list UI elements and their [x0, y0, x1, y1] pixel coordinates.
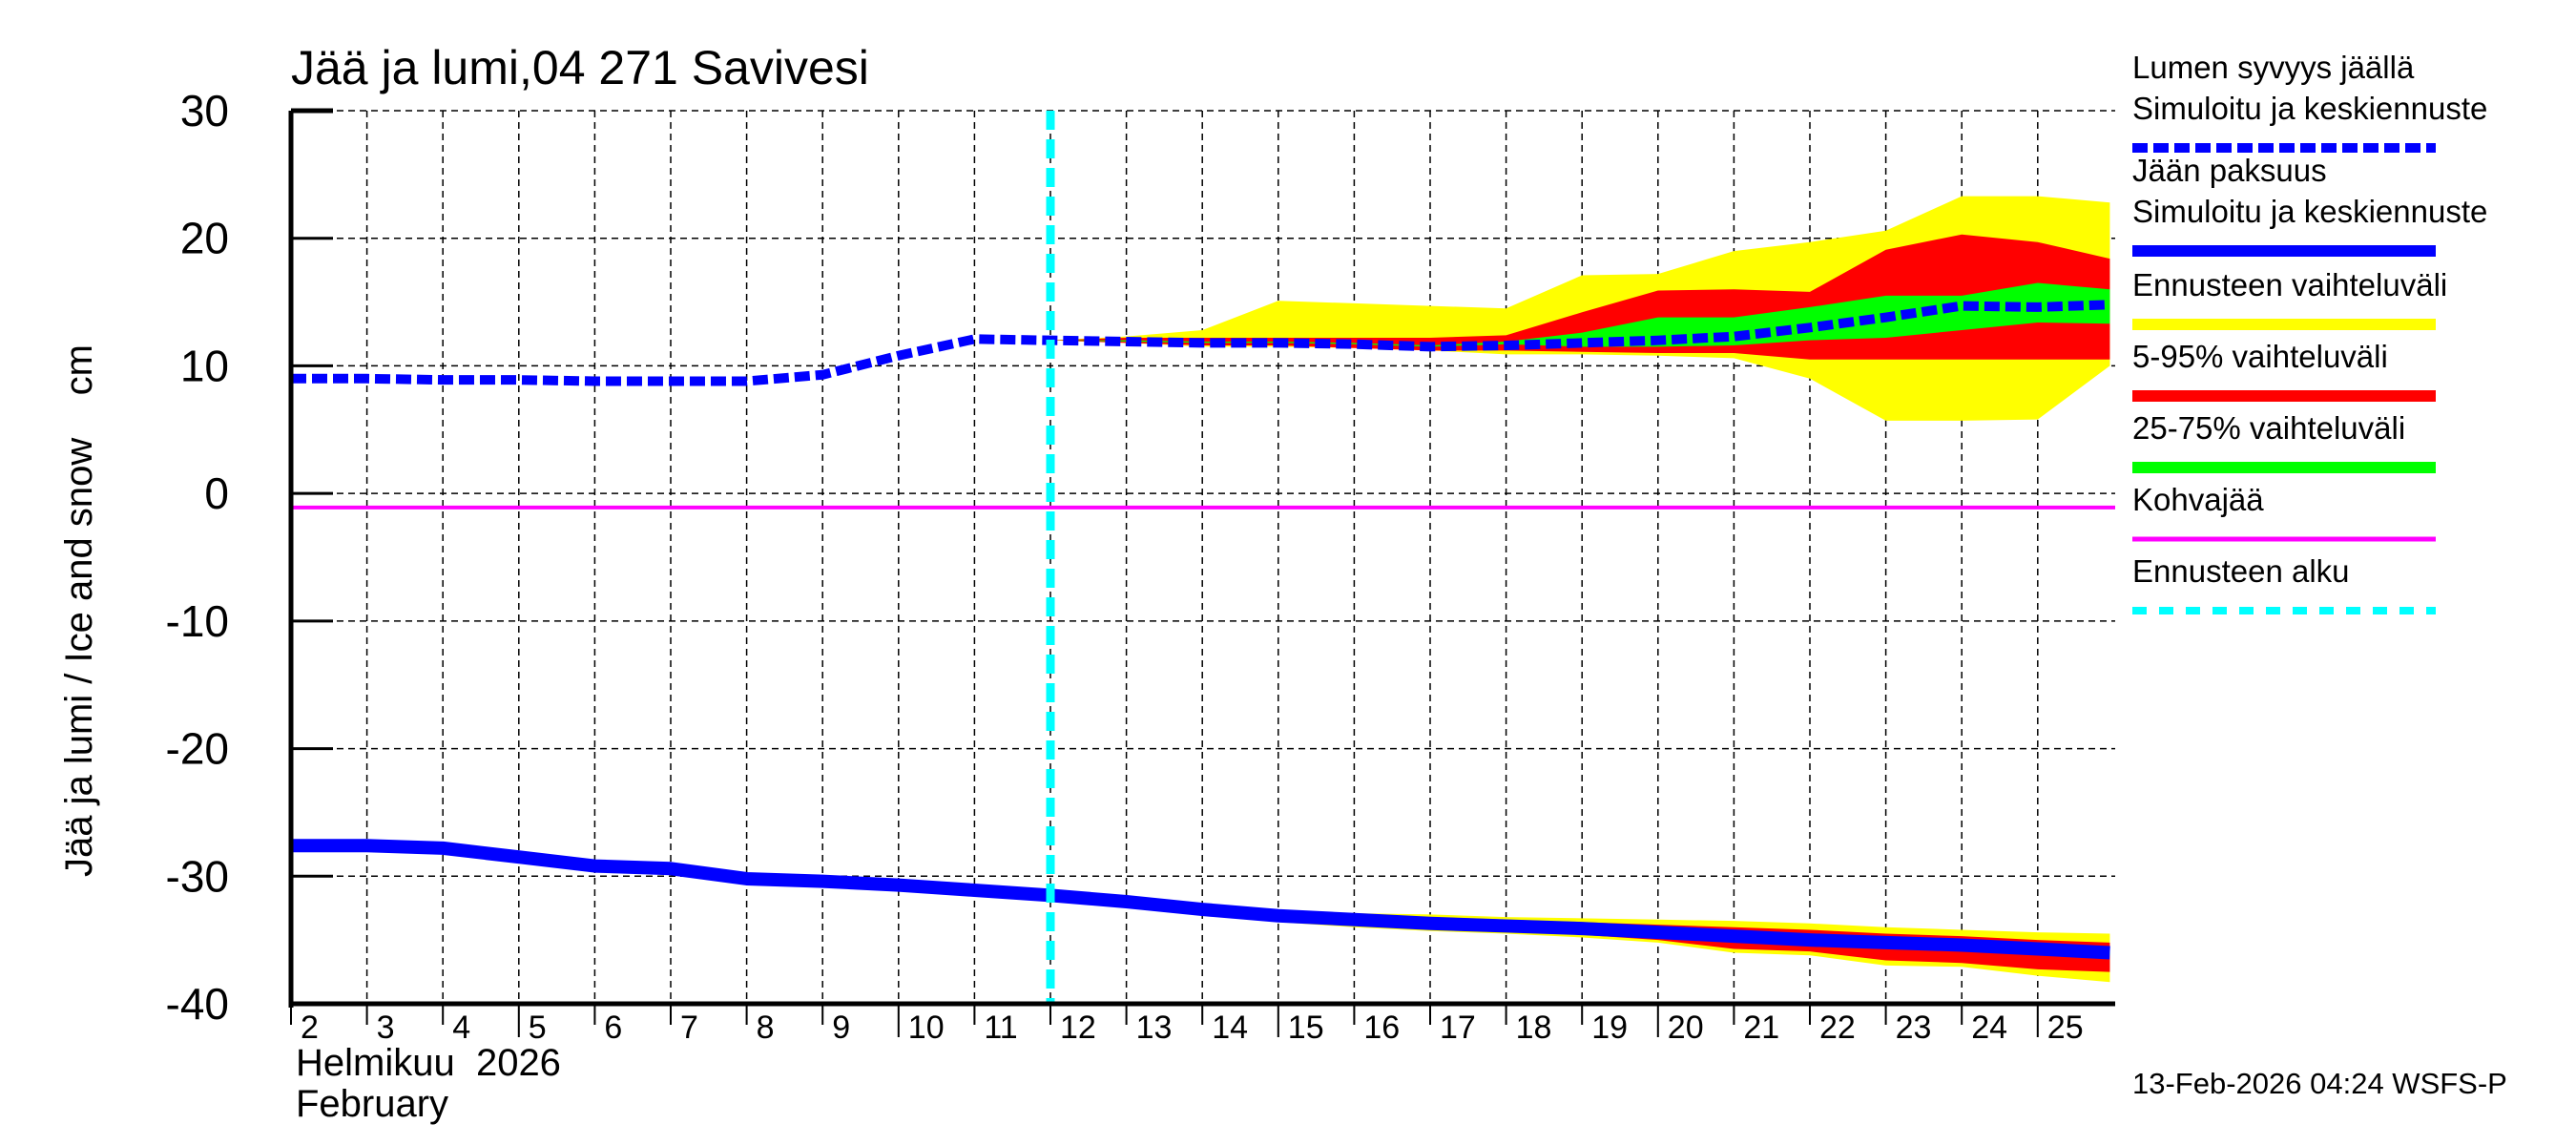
x-tick-label: 15 [1288, 1010, 1324, 1046]
y-tick-label: -20 [166, 724, 229, 774]
x-tick-label: 3 [377, 1010, 395, 1046]
x-tick-label: 22 [1819, 1010, 1856, 1046]
legend-label: 25-75% vaihteluväli [2132, 410, 2405, 446]
x-tick-label: 20 [1668, 1010, 1704, 1046]
y-tick-label: -10 [166, 596, 229, 646]
x-tick-label: 7 [680, 1010, 698, 1046]
x-tick-label: 12 [1060, 1010, 1096, 1046]
legend-label: Simuloitu ja keskiennuste [2132, 194, 2487, 229]
y-axis-label: Jää ja lumi / Ice and snow cm [58, 344, 100, 877]
x-tick-label: 17 [1440, 1010, 1476, 1046]
legend-label: Ennusteen vaihteluväli [2132, 267, 2447, 302]
timestamp: 13-Feb-2026 04:24 WSFS-P [2132, 1067, 2507, 1100]
y-tick-label: -40 [166, 979, 229, 1029]
y-tick-label: -30 [166, 851, 229, 901]
x-tick-label: 13 [1136, 1010, 1173, 1046]
y-tick-label: 20 [180, 214, 229, 263]
x-tick-label: 8 [757, 1010, 775, 1046]
legend-item: 5-95% vaihteluväli [2132, 339, 2436, 402]
legend-item: Kohvajää [2132, 482, 2436, 542]
plot-area [291, 110, 2115, 1004]
snow-25-75-band [1050, 282, 2110, 347]
legend-label: Jään paksuus [2132, 153, 2327, 188]
x-tick-label: 9 [832, 1010, 850, 1046]
x-tick-label: 16 [1363, 1010, 1400, 1046]
snow-range-band [1050, 196, 2110, 421]
x-tick-label: 21 [1743, 1010, 1779, 1046]
y-axis: 30 20 10 0 -10 -20 -30 -40 [166, 86, 333, 1029]
legend-item: Lumen syvyys jäällä Simuloitu ja keskienn… [2132, 50, 2487, 153]
x-tick-label: 14 [1212, 1010, 1248, 1046]
y-tick-label: 30 [180, 86, 229, 135]
ice-thickness-line [291, 839, 2110, 960]
snow-depth-line [291, 300, 2110, 386]
x-axis-month-en: February [296, 1083, 448, 1125]
legend-label: Ennusteen alku [2132, 553, 2350, 589]
chart-title: Jää ja lumi,04 271 Savivesi [291, 41, 869, 94]
x-tick-label: 18 [1516, 1010, 1552, 1046]
y-tick-label: 10 [180, 341, 229, 390]
x-tick-label: 10 [908, 1010, 945, 1046]
x-axis-month-fi: Helmikuu 2026 [296, 1042, 561, 1084]
x-tick-label: 6 [604, 1010, 622, 1046]
legend-item: Ennusteen vaihteluväli [2132, 267, 2447, 330]
x-tick-label: 2 [301, 1010, 319, 1046]
legend-item: 25-75% vaihteluväli [2132, 410, 2436, 473]
y-tick-label: 0 [204, 468, 229, 518]
legend-label: Simuloitu ja keskiennuste [2132, 91, 2487, 126]
legend-label: Kohvajää [2132, 482, 2264, 517]
x-tick-label: 23 [1896, 1010, 1932, 1046]
legend-item: Ennusteen alku [2132, 553, 2436, 614]
x-tick-label: 4 [452, 1010, 470, 1046]
x-tick-label: 5 [529, 1010, 547, 1046]
legend-item: Jään paksuus Simuloitu ja keskiennuste [2132, 153, 2487, 257]
x-tick-label: 25 [2047, 1010, 2084, 1046]
legend-label: Lumen syvyys jäällä [2132, 50, 2415, 85]
x-tick-label: 24 [1971, 1010, 2007, 1046]
x-axis: 2 3 4 5 6 7 8 9 10 11 12 13 14 15 16 17 18 19 20 21 22 23 24 25 [290, 1001, 2115, 1046]
x-tick-label: 19 [1591, 1010, 1628, 1046]
legend: Lumen syvyys jäällä Simuloitu ja keskienn… [2132, 50, 2487, 614]
x-tick-label: 11 [984, 1010, 1017, 1046]
legend-label: 5-95% vaihteluväli [2132, 339, 2388, 374]
